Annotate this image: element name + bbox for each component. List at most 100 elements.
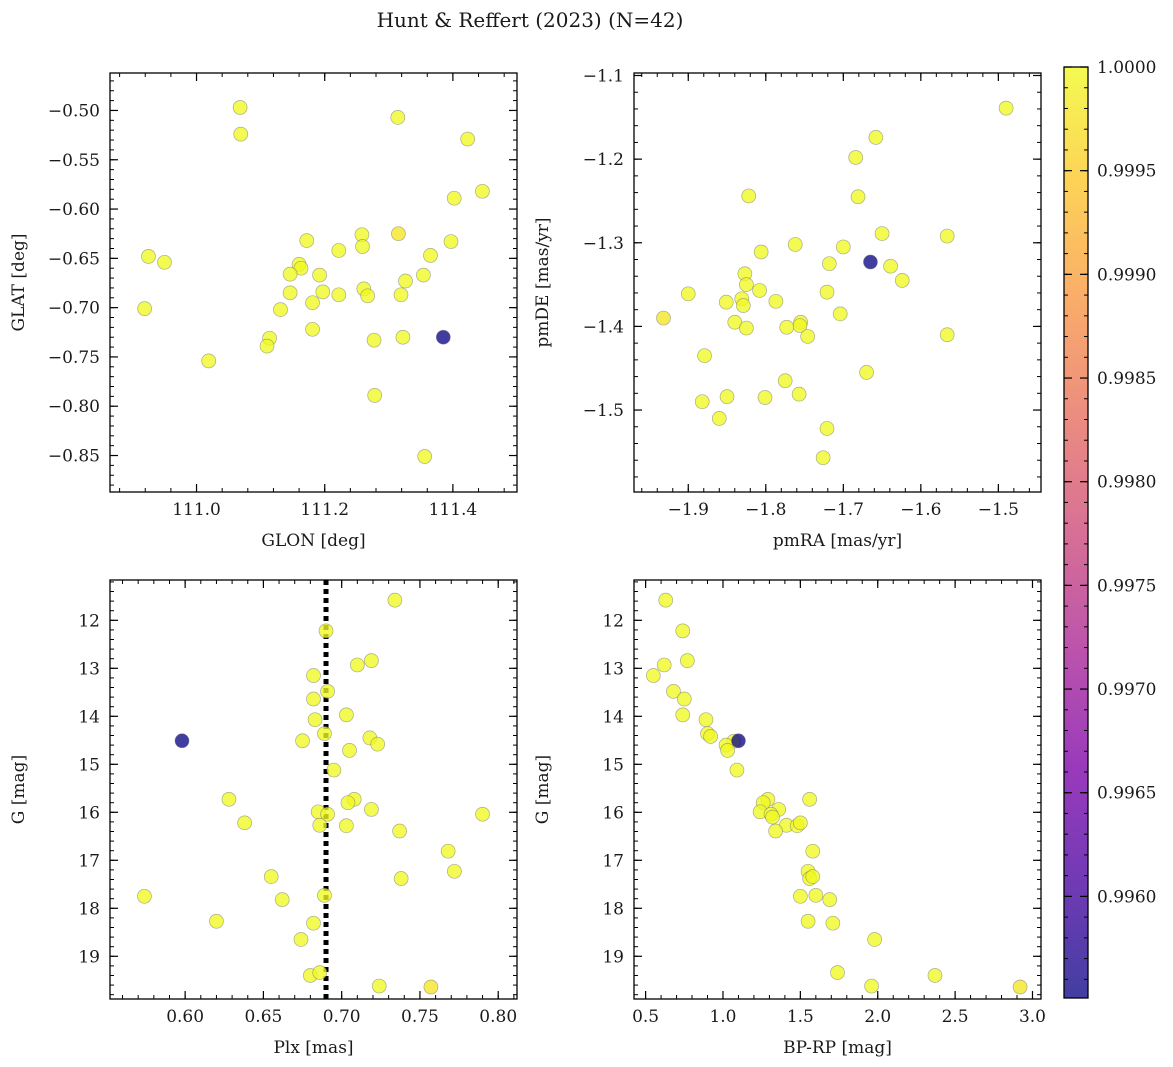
y-tick-label: −1.1 <box>583 67 624 87</box>
scatter-point <box>393 871 409 886</box>
scatter-point <box>447 863 462 879</box>
scatter-point <box>832 306 848 322</box>
scatter-point <box>274 892 290 907</box>
scatter-point <box>312 267 327 283</box>
panel-plx-g: 0.60 0.65 0.70 0.75 0.80 12 13 14 15 16 17 18 19 Plx … <box>9 579 518 1058</box>
scatter-point <box>339 818 354 834</box>
scatter-point <box>1012 979 1028 995</box>
plot-area <box>110 580 517 999</box>
scatter-point <box>364 802 379 817</box>
y-tick-label: 18 <box>602 899 624 919</box>
scatter-point <box>656 310 671 326</box>
axis-ticks <box>634 580 1041 999</box>
x-tick-label: 0.80 <box>479 1007 517 1027</box>
scatter-point <box>446 190 462 206</box>
y-tick-label: −1.2 <box>583 150 624 170</box>
colorbar: 0.9960 0.9965 0.9970 0.9975 0.9980 0.9985 0.99… <box>1063 58 1156 999</box>
scatter-point <box>848 150 864 165</box>
scatter-point <box>765 809 780 825</box>
scatter-point <box>370 736 386 752</box>
x-tick-label: 0.5 <box>632 1007 659 1027</box>
scatter-point <box>874 226 890 241</box>
scatter-point <box>703 729 718 744</box>
scatter-point <box>768 293 784 309</box>
scatter-point <box>423 979 439 995</box>
scatter-points <box>656 100 1014 466</box>
scatter-point <box>787 237 803 252</box>
scatter-point <box>364 653 379 668</box>
scatter-point <box>306 915 321 931</box>
x-tick-label: −1.7 <box>823 500 864 520</box>
scatter-point <box>320 683 335 699</box>
scatter-point <box>658 592 674 608</box>
axes-frame <box>109 72 518 493</box>
y-tick-label: 16 <box>602 803 624 823</box>
y-tick-label: −1.5 <box>583 401 624 421</box>
scatter-point <box>312 965 328 980</box>
scatter-point <box>342 743 357 758</box>
y-tick-label: 17 <box>78 851 100 871</box>
y-axis-label: GLAT [deg] <box>9 233 29 331</box>
scatter-point <box>645 668 661 683</box>
x-tick-label: −1.9 <box>668 500 709 520</box>
scatter-point <box>315 284 331 300</box>
colorbar-tick-label: 0.9960 <box>1097 887 1156 907</box>
y-axis-label: G [mag] <box>9 755 29 824</box>
y-tick-label: −0.80 <box>48 397 100 417</box>
scatter-point <box>349 657 365 673</box>
scatter-point <box>423 248 438 263</box>
colorbar-tick-label: 0.9970 <box>1097 680 1156 700</box>
y-tick-label: −1.4 <box>583 317 624 337</box>
scatter-point <box>819 421 835 436</box>
scatter-point <box>312 817 328 833</box>
scatter-point <box>318 623 334 639</box>
scatter-point <box>307 712 323 728</box>
scatter-point <box>863 254 878 270</box>
x-tick-label: −1.5 <box>978 500 1019 520</box>
scatter-point <box>697 348 712 364</box>
plot-area <box>634 580 1041 999</box>
scatter-point <box>711 411 727 426</box>
scatter-point <box>157 254 172 270</box>
scatter-point <box>282 266 298 282</box>
y-tick-label: 12 <box>602 611 624 631</box>
axis-ticks <box>110 73 517 492</box>
scatter-point <box>460 131 475 147</box>
scatter-point <box>367 388 383 403</box>
y-tick-label: −0.70 <box>48 299 100 319</box>
scatter-point <box>939 327 955 343</box>
scatter-point <box>395 329 411 345</box>
x-tick-label: 0.70 <box>323 1007 361 1027</box>
scatter-point <box>392 823 407 839</box>
scatter-point <box>729 762 745 778</box>
scatter-points <box>137 592 490 995</box>
scatter-point <box>137 888 152 904</box>
x-tick-label: 0.75 <box>401 1007 439 1027</box>
y-tick-label: −0.85 <box>48 447 100 467</box>
scatter-point <box>417 449 433 464</box>
scatter-point <box>209 913 224 929</box>
scatter-point <box>739 320 754 336</box>
y-axis-label: pmDE [mas/yr] <box>533 217 553 347</box>
scatter-point <box>819 284 835 300</box>
colorbar-tick-label: 0.9995 <box>1097 162 1156 182</box>
scatter-point <box>676 691 692 707</box>
y-tick-label: 14 <box>78 707 100 727</box>
x-tick-label: 111.4 <box>429 500 478 520</box>
scatter-point <box>802 791 817 807</box>
scatter-point <box>808 887 824 903</box>
scatter-point <box>927 968 943 983</box>
x-axis-label: Plx [mas] <box>273 1038 353 1058</box>
y-tick-label: 15 <box>602 755 624 775</box>
x-tick-label: 1.0 <box>709 1007 736 1027</box>
scatter-point <box>768 823 783 839</box>
y-axis-label: G [mag] <box>533 755 553 824</box>
x-tick-label: 2.5 <box>942 1007 969 1027</box>
scatter-point <box>141 249 156 264</box>
scatter-point <box>475 183 490 199</box>
y-tick-label: 14 <box>602 707 624 727</box>
scatter-point <box>675 623 691 639</box>
scatter-point <box>694 394 710 410</box>
scatter-point <box>201 353 217 369</box>
